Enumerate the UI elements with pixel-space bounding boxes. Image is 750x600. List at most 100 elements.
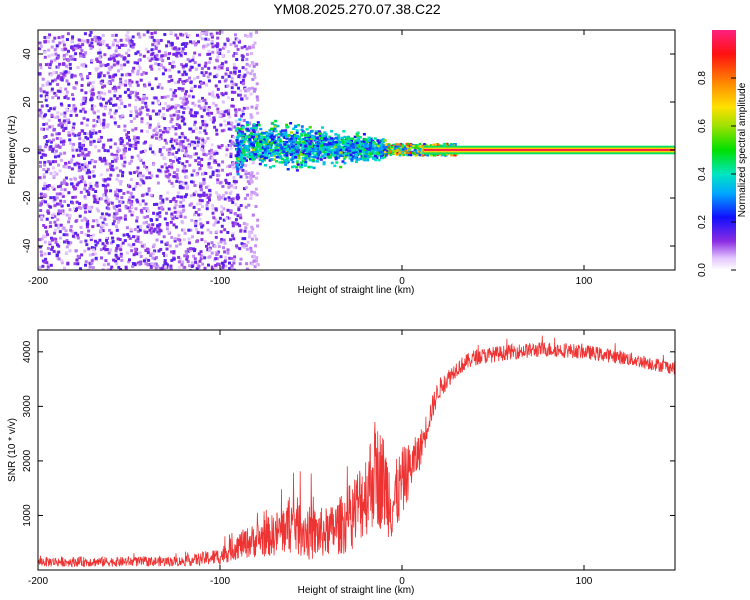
heatmap-cell <box>107 138 111 142</box>
heatmap-cell <box>291 157 295 160</box>
heatmap-cell <box>343 142 347 145</box>
heatmap-cell <box>115 209 119 212</box>
heatmap-cell <box>125 251 129 255</box>
heatmap-cell <box>60 259 64 263</box>
heatmap-cell <box>186 154 190 158</box>
heatmap-cell <box>59 77 63 81</box>
heatmap-cell <box>388 147 391 150</box>
heatmap-cell <box>353 135 357 139</box>
heatmap-cell <box>204 240 207 244</box>
heatmap-cell <box>73 235 77 239</box>
heatmap-cell <box>244 186 248 190</box>
heatmap-cell <box>416 152 419 155</box>
heatmap-cell <box>53 48 57 52</box>
heatmap-cell <box>142 207 146 210</box>
heatmap-cell <box>114 49 118 53</box>
heatmap-cell <box>279 144 283 147</box>
heatmap-cell <box>172 257 176 261</box>
heatmap-cell <box>260 157 264 160</box>
heatmap-cell <box>235 125 239 129</box>
heatmap-cell <box>167 80 171 83</box>
snr-background <box>38 330 675 570</box>
heatmap-cell <box>193 61 197 65</box>
heatmap-cell <box>243 144 247 148</box>
heatmap-cell <box>173 237 177 241</box>
heatmap-cell <box>433 154 437 157</box>
heatmap-cell <box>83 216 87 220</box>
heatmap-cell <box>181 149 184 153</box>
heatmap-cell <box>45 82 49 86</box>
heatmap-cell <box>229 172 232 176</box>
heatmap-cell <box>207 38 210 41</box>
heatmap-cell <box>240 242 244 246</box>
heatmap-cell <box>417 145 420 148</box>
heatmap-cell <box>203 256 207 260</box>
heatmap-cell <box>200 37 204 41</box>
heatmap-cell <box>134 185 138 189</box>
heatmap-cell <box>97 97 101 101</box>
heatmap-cell <box>42 90 46 94</box>
heatmap-cell <box>184 169 188 173</box>
heatmap-cell <box>300 134 304 137</box>
heatmap-cell <box>417 143 420 146</box>
heatmap-cell <box>158 83 162 87</box>
heatmap-cell <box>97 94 101 98</box>
heatmap-cell <box>234 119 238 123</box>
heatmap-cell <box>211 92 215 96</box>
heatmap-cell <box>288 150 292 153</box>
heatmap-cell <box>285 123 289 127</box>
heatmap-cell <box>192 192 196 196</box>
heatmap-cell <box>118 82 122 86</box>
heatmap-cell <box>182 208 186 212</box>
heatmap-cell <box>180 132 184 136</box>
heatmap-cell <box>54 94 58 97</box>
heatmap-cell <box>148 147 152 151</box>
heatmap-cell <box>114 259 118 263</box>
heatmap-cell <box>270 142 274 145</box>
heatmap-cell <box>169 267 173 270</box>
heatmap-cell <box>210 35 214 39</box>
heatmap-cell <box>47 184 51 187</box>
heatmap-cell <box>241 78 245 82</box>
heatmap-cell <box>48 33 52 37</box>
heatmap-cell <box>93 104 97 108</box>
heatmap-cell <box>431 144 435 146</box>
heatmap-cell <box>156 212 160 216</box>
heatmap-cell <box>192 114 196 118</box>
heatmap-cell <box>145 168 149 172</box>
heatmap-cell <box>231 197 235 201</box>
heatmap-cell <box>250 180 254 184</box>
heatmap-cell <box>226 231 230 234</box>
heatmap-cell <box>293 153 297 156</box>
heatmap-cell <box>197 264 201 268</box>
heatmap-cell <box>123 128 127 132</box>
heatmap-cell <box>91 225 95 229</box>
heatmap-cell <box>62 72 66 76</box>
heatmap-cell <box>171 105 175 109</box>
heatmap-cell <box>254 244 257 248</box>
heatmap-cell <box>265 156 268 160</box>
heatmap-cell <box>185 257 189 261</box>
heatmap-cell <box>73 44 77 48</box>
heatmap-cell <box>94 190 98 193</box>
heatmap-cell <box>140 129 144 133</box>
heatmap-cell <box>188 163 192 167</box>
heatmap-cell <box>201 223 205 227</box>
heatmap-cell <box>52 70 56 74</box>
heatmap-cell <box>371 145 374 148</box>
heatmap-cell <box>315 142 319 145</box>
heatmap-cell <box>71 97 75 101</box>
heatmap-cell <box>40 104 44 108</box>
heatmap-cell <box>232 63 236 66</box>
heatmap-cell <box>256 98 260 102</box>
heatmap-cell <box>354 144 358 147</box>
heatmap-cell <box>175 179 179 183</box>
heatmap-cell <box>153 227 157 231</box>
heatmap-cell <box>180 43 184 46</box>
heatmap-cell <box>104 162 108 166</box>
heatmap-cell <box>161 59 165 63</box>
heatmap-cell <box>216 252 219 256</box>
heatmap-cell <box>373 151 377 154</box>
heatmap-cell <box>187 144 191 148</box>
heatmap-cell <box>233 143 237 147</box>
